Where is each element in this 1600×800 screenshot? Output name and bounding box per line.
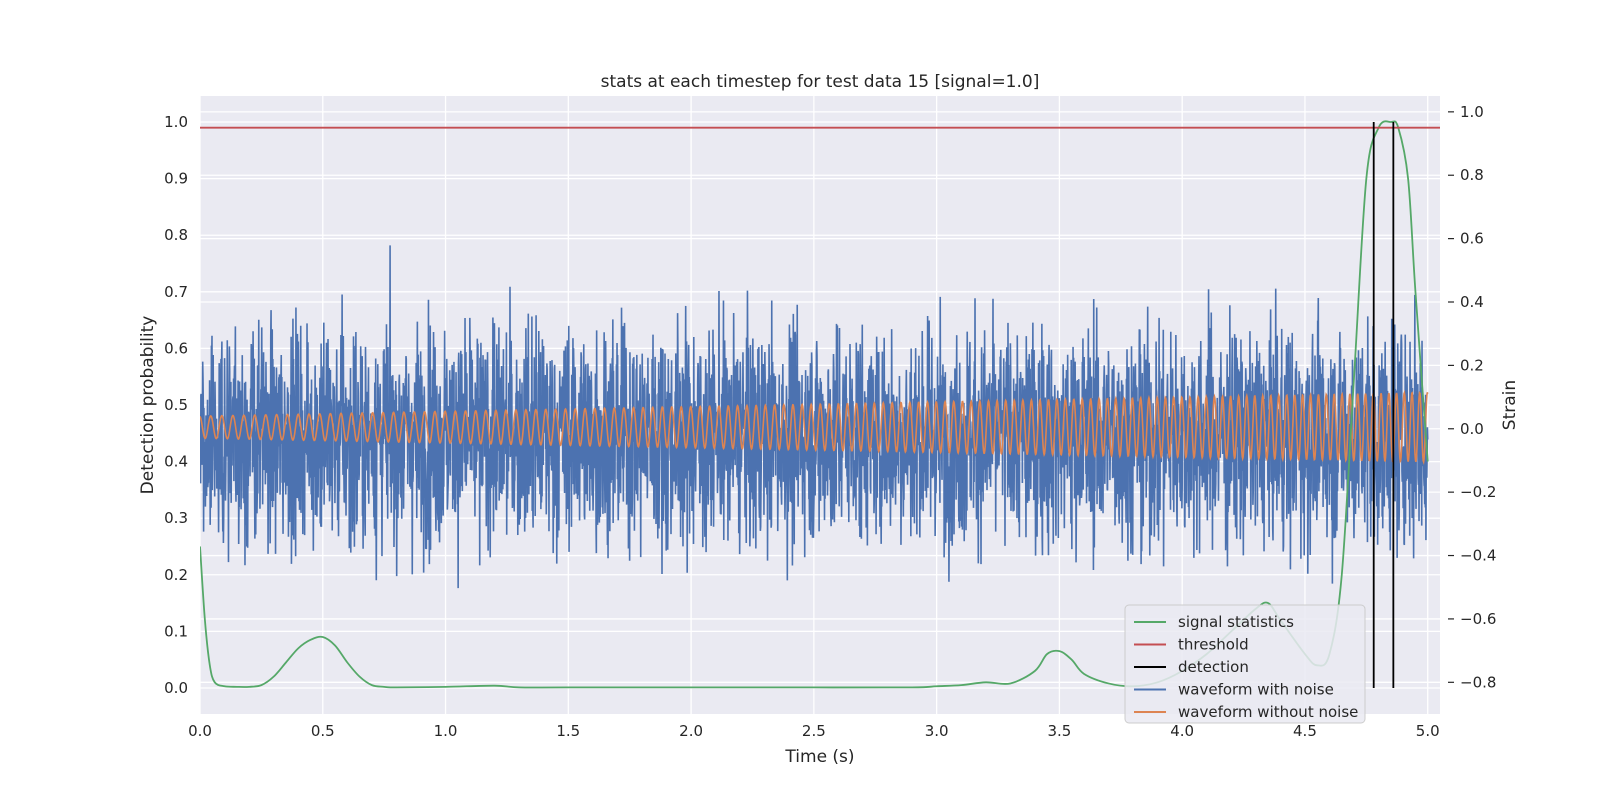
legend-box [1124,604,1366,724]
y-tick-label: 0.8 [164,226,188,244]
chart-title: stats at each timestep for test data 15 … [601,72,1040,92]
plot-area [200,120,1440,689]
y2-tick-label: −0.4 [1460,547,1496,565]
y-tick-label: 0.9 [164,170,188,188]
x-axis-ticks: 0.0 0.5 1.0 1.5 2.0 2.5 3.0 3.5 4.0 4.5 5.0 [188,722,1440,740]
legend-label: signal statistics [1178,613,1294,631]
legend-label: waveform without noise [1178,703,1358,721]
legend-label: threshold [1178,636,1249,654]
y2-tick-label: 1.0 [1460,103,1484,121]
y2-axis-label: Strain [1500,380,1520,430]
y-tick-label: 1.0 [164,113,188,131]
y2-tick-label: −0.6 [1460,610,1496,628]
y-tick-label: 0.7 [164,283,188,301]
y-tick-label: 0.1 [164,622,188,640]
y-axis-label: Detection probability [138,316,158,495]
y2-axis-ticks: 1.0 0.8 0.6 0.4 0.2 0.0 −0.2 −0.4 −0.6 −0.8 [1448,103,1496,691]
x-axis-label: Time (s) [784,747,854,767]
x-tick-label: 4.5 [1293,722,1317,740]
y-tick-label: 0.6 [164,339,188,357]
x-tick-label: 3.0 [925,722,949,740]
y-tick-label: 0.4 [164,453,188,471]
series-waveform-with-noise [200,245,1429,589]
x-tick-label: 0.5 [311,722,335,740]
x-tick-label: 1.5 [556,722,580,740]
y-gridlines [200,121,1440,689]
series-signal-statistics [200,120,1429,689]
y2-tick-label: −0.8 [1460,673,1496,691]
series-detection [1372,122,1395,688]
y2-tick-label: 0.8 [1460,166,1484,184]
series-waveform-without-noise [200,389,1429,466]
y-tick-label: 0.3 [164,509,188,527]
x-tick-label: 4.0 [1170,722,1194,740]
x-tick-label: 3.5 [1047,722,1071,740]
y2-tick-label: 0.6 [1460,230,1484,248]
y-tick-label: 0.0 [164,679,188,697]
y-tick-label: 0.2 [164,566,188,584]
x-tick-label: 2.5 [802,722,826,740]
legend: signal statistics threshold detection wavef… [1124,604,1366,724]
y2-tick-label: 0.0 [1460,420,1484,438]
x-tick-label: 2.0 [679,722,703,740]
y-axis-ticks: 0.0 0.1 0.2 0.3 0.4 0.5 0.6 0.7 0.8 0.9 1.0 [164,113,188,697]
x-tick-label: 5.0 [1416,722,1440,740]
y2-tick-label: 0.4 [1460,293,1484,311]
legend-label: waveform with noise [1178,681,1334,699]
y2-tick-label: 0.2 [1460,356,1484,374]
x-tick-label: 0.0 [188,722,212,740]
y-tick-label: 0.5 [164,396,188,414]
legend-label: detection [1178,658,1249,676]
x-tick-label: 1.0 [434,722,458,740]
y2-tick-label: −0.2 [1460,483,1496,501]
